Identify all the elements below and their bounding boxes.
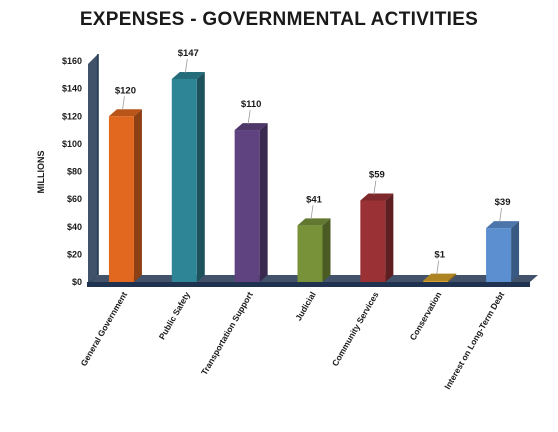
bar-side [196, 71, 205, 282]
x-category-label: Interest on Long-Term Debt [442, 290, 506, 391]
bar-top [108, 109, 142, 117]
y-axis-wall [88, 54, 98, 285]
bar [234, 123, 268, 282]
chart-floor [87, 282, 530, 287]
bar-front [486, 228, 512, 282]
data-labels-layer: $120 $147 $110 $41 $59 $1 $39 [115, 48, 511, 275]
y-tick-label: $40 [67, 222, 82, 232]
bar [423, 273, 457, 282]
data-label: $110 [241, 99, 262, 110]
bar-top [486, 221, 520, 229]
data-label: $147 [178, 48, 199, 59]
bar-side [511, 221, 520, 282]
x-categories-layer: General Government Public Safety Transport… [78, 290, 506, 391]
data-label: $41 [306, 194, 323, 205]
y-tick-label: $60 [67, 194, 82, 204]
bar [360, 193, 394, 282]
x-category-label: Public Safety [157, 290, 192, 341]
data-label: $120 [115, 85, 136, 96]
data-label-leader [310, 205, 314, 220]
bar-front [297, 225, 323, 282]
data-label-leader [184, 58, 188, 74]
bar-front [423, 280, 449, 282]
bar [297, 218, 331, 282]
data-label-leader [373, 180, 377, 195]
data-label: $1 [434, 250, 445, 261]
bar-top [423, 273, 457, 281]
y-tick-label: $0 [72, 277, 82, 287]
data-label-leader [436, 260, 440, 275]
bar [171, 71, 205, 282]
data-label-leader [247, 110, 251, 125]
bar-side [259, 123, 268, 282]
x-category-label: Judicial [293, 290, 317, 322]
y-tick-label: $120 [62, 111, 82, 121]
y-tick-label: $160 [62, 56, 82, 66]
bar-front [171, 78, 197, 282]
bar-top [360, 193, 394, 201]
bars-layer [108, 71, 520, 282]
data-label: $59 [369, 170, 385, 181]
x-category-label: General Government [78, 290, 129, 368]
bar-top [297, 218, 331, 226]
data-label-leader [499, 208, 502, 223]
bar [486, 221, 520, 282]
bar-front [234, 130, 260, 282]
y-ticks-layer: $0 $20 $40 $60 $80 $100 $120 $140 $160 [62, 56, 82, 287]
y-tick-label: $140 [62, 84, 82, 94]
x-category-label: Conservation [408, 290, 444, 342]
bar-top [234, 123, 268, 131]
bar-front [108, 116, 134, 282]
y-axis-label: MILLIONS [36, 151, 46, 194]
chart-title: EXPENSES - GOVERNMENTAL ACTIVITIES [80, 9, 478, 30]
x-category-label: Transportation Support [199, 290, 255, 377]
data-label: $39 [495, 197, 511, 208]
bar-side [448, 273, 457, 282]
y-tick-label: $100 [62, 139, 82, 149]
bar [108, 109, 142, 282]
bar-front [360, 200, 386, 282]
x-category-label: Community Services [330, 290, 381, 368]
y-tick-label: $80 [67, 167, 82, 177]
bar-side [133, 109, 142, 282]
data-label-leader [122, 96, 125, 111]
y-tick-label: $20 [67, 249, 82, 259]
bar-side [385, 193, 394, 282]
bar-top [171, 71, 205, 79]
bar-side [322, 218, 331, 282]
